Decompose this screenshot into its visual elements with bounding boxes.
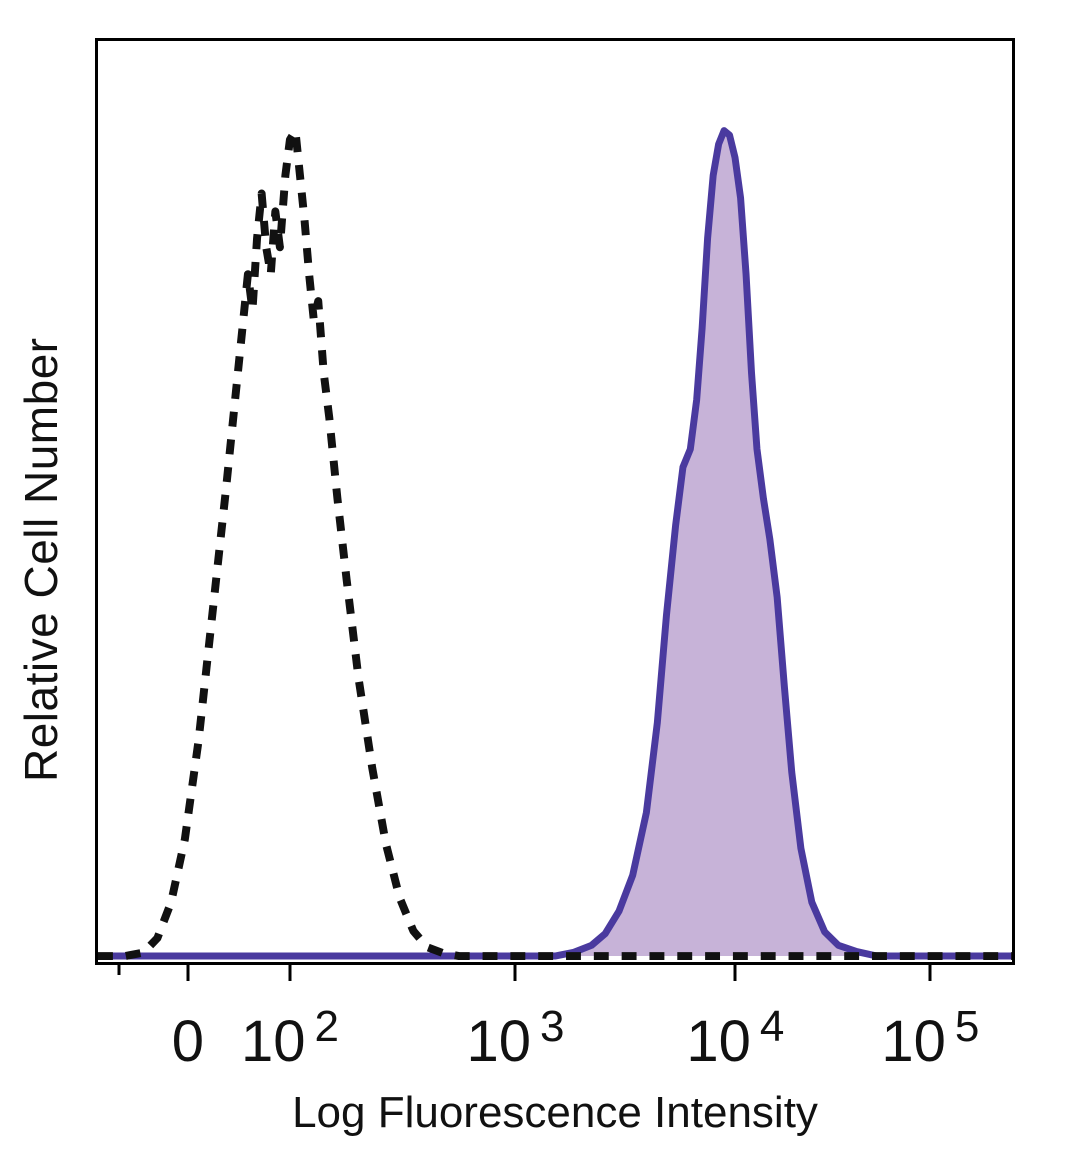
x-tick-mark [928, 965, 932, 981]
x-tick-label: 0 [172, 1008, 204, 1075]
x-tick-mark [733, 965, 737, 981]
x-tick-mark [513, 965, 517, 981]
x-tick-label: 10 3 [466, 1002, 564, 1075]
x-tick-label-exponent: 4 [759, 1002, 785, 1051]
plot-area [95, 38, 1015, 965]
x-tick-label-exponent: 2 [314, 1002, 340, 1051]
x-tick-label: 10 4 [686, 1002, 784, 1075]
x-tick-mark [288, 965, 292, 981]
x-tick-label: 10 5 [881, 1002, 979, 1075]
x-tick-label-base: 10 [686, 1009, 751, 1074]
series-stained-sample [98, 127, 1012, 960]
x-tick-label-base: 0 [171, 1009, 205, 1074]
x-tick-mark [186, 965, 190, 981]
series-isotype-control [98, 126, 1012, 961]
x-axis-title: Log Fluorescence Intensity [292, 1088, 818, 1137]
y-axis-label: Relative Cell Number [15, 337, 67, 782]
chart-svg [98, 126, 1012, 961]
x-tick-label-exponent: 3 [539, 1002, 565, 1051]
x-tick-label-base: 10 [241, 1009, 306, 1074]
x-tick-label-base: 10 [881, 1009, 946, 1074]
x-tick-label-base: 10 [466, 1009, 531, 1074]
x-tick-label: 10 2 [241, 1002, 339, 1075]
x-tick-label-exponent: 5 [954, 1002, 980, 1051]
x-tick-mark [117, 965, 121, 975]
